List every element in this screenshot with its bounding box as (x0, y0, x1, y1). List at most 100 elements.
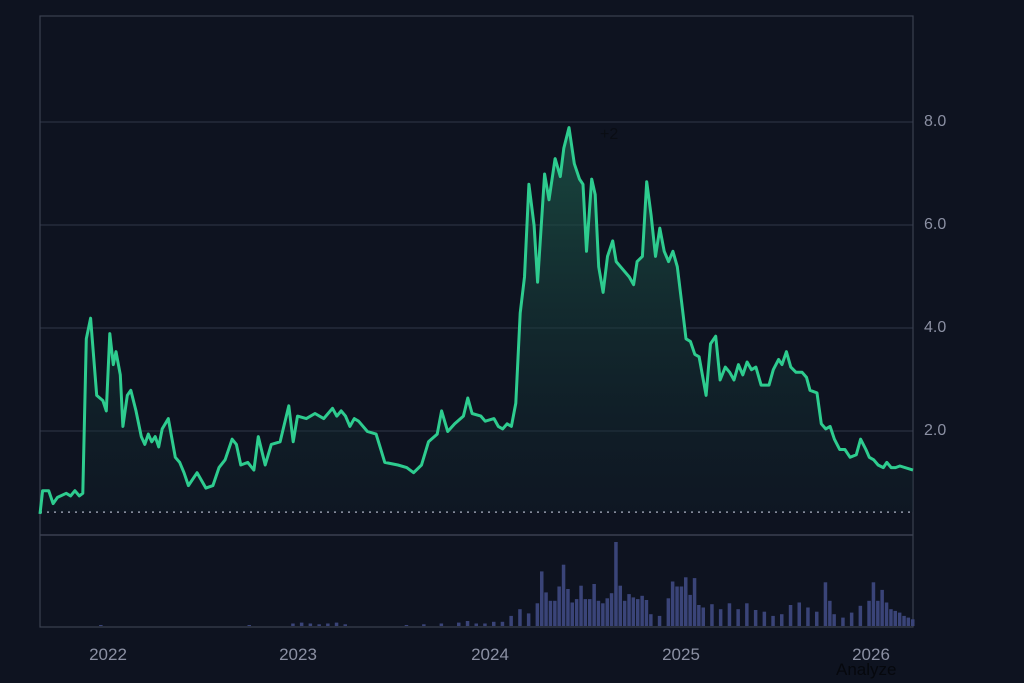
volume-bar (911, 619, 915, 626)
volume-bar (832, 614, 836, 626)
volume-bar (526, 613, 531, 626)
volume-bar (753, 610, 758, 626)
volume-bar (889, 609, 893, 626)
volume-bar (697, 605, 701, 626)
volume-bar (640, 595, 644, 626)
volume-bar (849, 612, 854, 626)
y-tick-label: 6.0 (924, 216, 947, 233)
volume-bar (566, 589, 570, 626)
volume-bar (906, 617, 911, 626)
volume-bar (308, 623, 313, 626)
volume-bar (815, 611, 819, 626)
volume-bar (636, 599, 640, 626)
x-tick-label: 2026 (852, 645, 890, 664)
volume-bar (897, 612, 902, 626)
volume-bar (780, 614, 784, 626)
volume-bar (622, 600, 627, 626)
volume-bar (670, 581, 675, 626)
volume-bar (828, 600, 832, 626)
volume-bar (788, 605, 793, 626)
volume-bar (404, 625, 409, 626)
volume-bar (492, 621, 496, 626)
volume-bar (579, 585, 583, 626)
volume-bar (871, 582, 876, 626)
volume-bar (902, 615, 906, 626)
volume-bar (583, 599, 588, 626)
volume-bar (710, 604, 714, 626)
volume-bar (692, 578, 697, 626)
volume-bar (644, 600, 649, 626)
analyze-button[interactable]: Analyze (836, 660, 897, 679)
volume-bar (876, 600, 880, 626)
x-tick-label: 2025 (662, 645, 700, 664)
x-tick-label: 2022 (89, 645, 127, 664)
volume-bars (99, 542, 915, 626)
volume-bar (736, 609, 740, 626)
peak-annotation: +2 (600, 126, 619, 143)
volume-bar (631, 597, 636, 626)
price-line[interactable] (38, 126, 914, 515)
volume-bar (483, 623, 487, 626)
volume-bar (544, 592, 548, 626)
volume-bar (666, 598, 671, 626)
volume-bar (557, 586, 561, 626)
volume-bar (688, 594, 692, 626)
volume-bar (684, 577, 688, 626)
price-area-fill (40, 127, 913, 514)
volume-bar (561, 564, 566, 626)
volume-bar (247, 625, 251, 626)
volume-bar (718, 609, 723, 626)
volume-bar (474, 623, 478, 626)
volume-bar (806, 607, 810, 626)
volume-bar (727, 603, 732, 626)
volume-bar (649, 614, 653, 626)
volume-bar (422, 624, 426, 626)
volume-bar (439, 623, 444, 626)
volume-bar (609, 593, 614, 626)
volume-bar (570, 602, 574, 626)
volume-bar (540, 571, 544, 626)
volume-bar (657, 615, 662, 626)
volume-bar (618, 585, 622, 626)
x-tick-label: 2023 (279, 645, 317, 664)
volume-bar (588, 599, 592, 626)
volume-bar (893, 610, 897, 626)
volume-bar (605, 598, 609, 626)
volume-bar (291, 623, 295, 626)
y-tick-label: 2.0 (924, 422, 947, 439)
volume-bar (880, 589, 884, 626)
volume-bar (745, 603, 749, 626)
y-tick-label: 8.0 (924, 113, 947, 130)
y-tick-label: 4.0 (924, 319, 947, 336)
plot-frame (39, 15, 914, 628)
volume-bar (867, 600, 871, 626)
volume-bar (574, 599, 579, 626)
volume-bar (841, 617, 845, 626)
volume-bar (334, 622, 339, 626)
volume-bar (535, 603, 540, 626)
volume-bar (858, 605, 863, 626)
volume-bar (797, 602, 801, 626)
volume-bar (553, 600, 557, 626)
volume-bar (500, 621, 505, 626)
volume-bar (465, 621, 470, 626)
volume-bar (601, 603, 605, 626)
volume-bar (509, 615, 513, 626)
volume-bar (627, 594, 631, 626)
volume-bar (317, 624, 321, 626)
volume-bar (99, 625, 103, 626)
volume-bar (326, 623, 330, 626)
volume-bar (884, 602, 889, 626)
volume-bar (343, 624, 347, 626)
x-tick-label: 2024 (471, 645, 509, 664)
volume-bar (823, 582, 828, 626)
volume-bar (592, 584, 596, 626)
volume-bar (771, 615, 775, 626)
volume-bar (679, 586, 684, 626)
volume-bar (457, 622, 461, 626)
volume-bar (614, 542, 618, 626)
volume-bar (596, 600, 601, 626)
volume-bar (675, 586, 679, 626)
volume-bar (518, 609, 522, 626)
